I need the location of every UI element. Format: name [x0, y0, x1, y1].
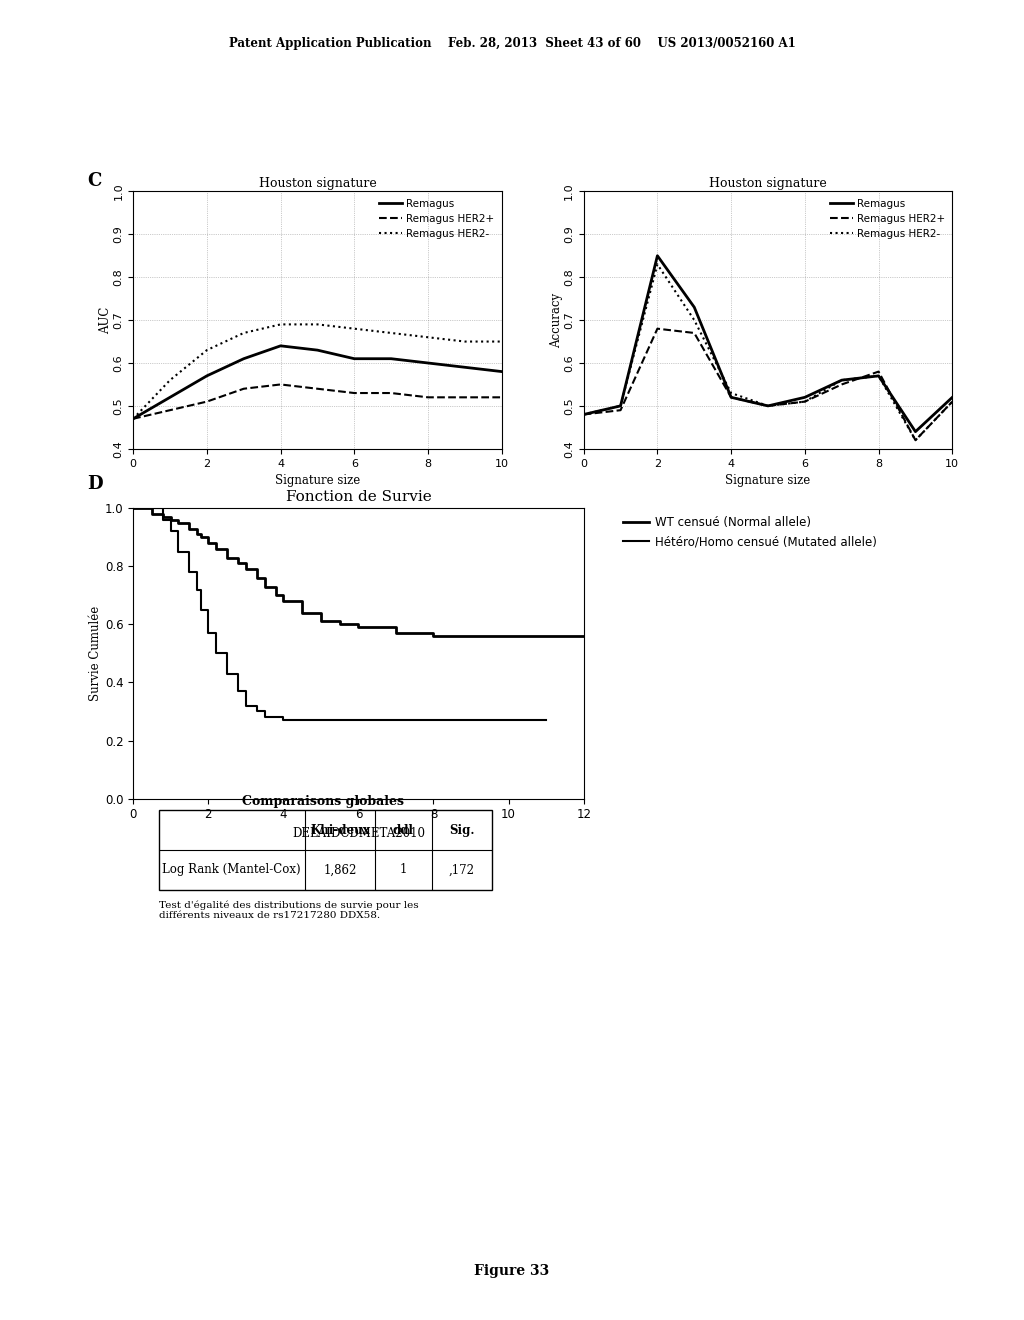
- Remagus HER2-: [872, 368, 885, 384]
- Remagus HER2-: [688, 313, 700, 329]
- Remagus: [459, 359, 471, 375]
- Remagus HER2-: [127, 411, 139, 426]
- Y-axis label: AUC: AUC: [99, 306, 112, 334]
- Remagus HER2-: [614, 399, 627, 414]
- Line: Remagus HER2+: Remagus HER2+: [584, 329, 952, 441]
- Remagus HER2-: [459, 334, 471, 350]
- Remagus HER2-: [836, 372, 848, 388]
- Remagus: [385, 351, 397, 367]
- Text: C: C: [87, 172, 101, 190]
- Text: ,172: ,172: [449, 863, 474, 876]
- Remagus HER2+: [459, 389, 471, 405]
- Text: Sig.: Sig.: [449, 824, 474, 837]
- Remagus: [127, 411, 139, 426]
- Remagus HER2-: [201, 342, 213, 358]
- Line: Remagus: Remagus: [133, 346, 502, 418]
- Remagus HER2+: [836, 376, 848, 392]
- Y-axis label: Survie Cumulée: Survie Cumulée: [89, 606, 102, 701]
- Remagus HER2+: [164, 403, 176, 418]
- Remagus: [651, 248, 664, 264]
- Remagus HER2-: [385, 325, 397, 341]
- Remagus HER2-: [496, 334, 508, 350]
- Remagus HER2-: [348, 321, 360, 337]
- Remagus HER2+: [127, 411, 139, 426]
- Remagus HER2+: [614, 403, 627, 418]
- Text: ddl: ddl: [393, 824, 414, 837]
- Remagus HER2+: [651, 321, 664, 337]
- Text: Figure 33: Figure 33: [474, 1263, 550, 1278]
- Remagus HER2+: [274, 376, 287, 392]
- Remagus: [688, 300, 700, 315]
- Remagus HER2-: [422, 329, 434, 345]
- Line: Remagus HER2-: Remagus HER2-: [584, 264, 952, 441]
- Line: Remagus: Remagus: [584, 256, 952, 432]
- Line: Remagus HER2-: Remagus HER2-: [133, 325, 502, 418]
- Remagus: [422, 355, 434, 371]
- Remagus HER2-: [164, 372, 176, 388]
- Remagus: [348, 351, 360, 367]
- Legend: Remagus, Remagus HER2+, Remagus HER2-: Remagus, Remagus HER2+, Remagus HER2-: [827, 197, 947, 242]
- Text: Khi-deux: Khi-deux: [310, 824, 370, 837]
- Remagus: [799, 389, 811, 405]
- Remagus HER2-: [274, 317, 287, 333]
- Remagus: [238, 351, 250, 367]
- Text: Comparaisons globales: Comparaisons globales: [242, 795, 403, 808]
- Remagus HER2+: [238, 380, 250, 396]
- Remagus HER2-: [238, 325, 250, 341]
- Remagus HER2-: [311, 317, 324, 333]
- Remagus: [164, 389, 176, 405]
- Remagus: [725, 389, 737, 405]
- Remagus HER2+: [872, 364, 885, 380]
- Remagus HER2-: [578, 407, 590, 422]
- Text: Log Rank (Mantel-Cox): Log Rank (Mantel-Cox): [162, 863, 301, 876]
- Remagus: [201, 368, 213, 384]
- Remagus HER2-: [651, 256, 664, 272]
- Remagus HER2-: [725, 385, 737, 401]
- Remagus: [614, 399, 627, 414]
- Text: Test d'égalité des distributions de survie pour les
différents niveaux de rs1721: Test d'égalité des distributions de surv…: [159, 900, 419, 920]
- X-axis label: Signature size: Signature size: [725, 474, 811, 487]
- Title: Fonction de Survie: Fonction de Survie: [286, 490, 431, 504]
- Remagus: [496, 364, 508, 380]
- Remagus HER2+: [311, 380, 324, 396]
- Remagus HER2+: [578, 407, 590, 422]
- Remagus: [946, 389, 958, 405]
- Remagus: [274, 338, 287, 354]
- Legend: Remagus, Remagus HER2+, Remagus HER2-: Remagus, Remagus HER2+, Remagus HER2-: [377, 197, 497, 242]
- Title: Houston signature: Houston signature: [710, 177, 826, 190]
- Remagus: [311, 342, 324, 358]
- Remagus: [578, 407, 590, 422]
- Text: 1,862: 1,862: [324, 863, 356, 876]
- Text: Patent Application Publication    Feb. 28, 2013  Sheet 43 of 60    US 2013/00521: Patent Application Publication Feb. 28, …: [228, 37, 796, 50]
- Text: D: D: [87, 475, 102, 494]
- Y-axis label: Accuracy: Accuracy: [550, 293, 562, 347]
- Text: 1: 1: [399, 863, 407, 876]
- Remagus: [762, 399, 774, 414]
- Legend: WT censué (Normal allele), Hétéro/Homo censué (Mutated allele): WT censué (Normal allele), Hétéro/Homo c…: [621, 513, 879, 550]
- X-axis label: DELAIDCDMETA2010: DELAIDCDMETA2010: [292, 826, 425, 840]
- Remagus HER2+: [946, 393, 958, 409]
- X-axis label: Signature size: Signature size: [274, 474, 360, 487]
- Remagus HER2+: [201, 393, 213, 409]
- Remagus HER2+: [909, 433, 922, 449]
- Remagus HER2+: [688, 325, 700, 341]
- Remagus: [909, 424, 922, 440]
- Remagus HER2+: [348, 385, 360, 401]
- Remagus HER2+: [799, 393, 811, 409]
- Title: Houston signature: Houston signature: [259, 177, 376, 190]
- Remagus: [872, 368, 885, 384]
- Remagus HER2+: [496, 389, 508, 405]
- Remagus HER2+: [385, 385, 397, 401]
- Line: Remagus HER2+: Remagus HER2+: [133, 384, 502, 418]
- Remagus HER2+: [725, 389, 737, 405]
- Remagus: [836, 372, 848, 388]
- Remagus HER2+: [422, 389, 434, 405]
- Remagus HER2-: [946, 393, 958, 409]
- Remagus HER2+: [762, 399, 774, 414]
- Remagus HER2-: [762, 399, 774, 414]
- Remagus HER2-: [909, 433, 922, 449]
- Remagus HER2-: [799, 393, 811, 409]
